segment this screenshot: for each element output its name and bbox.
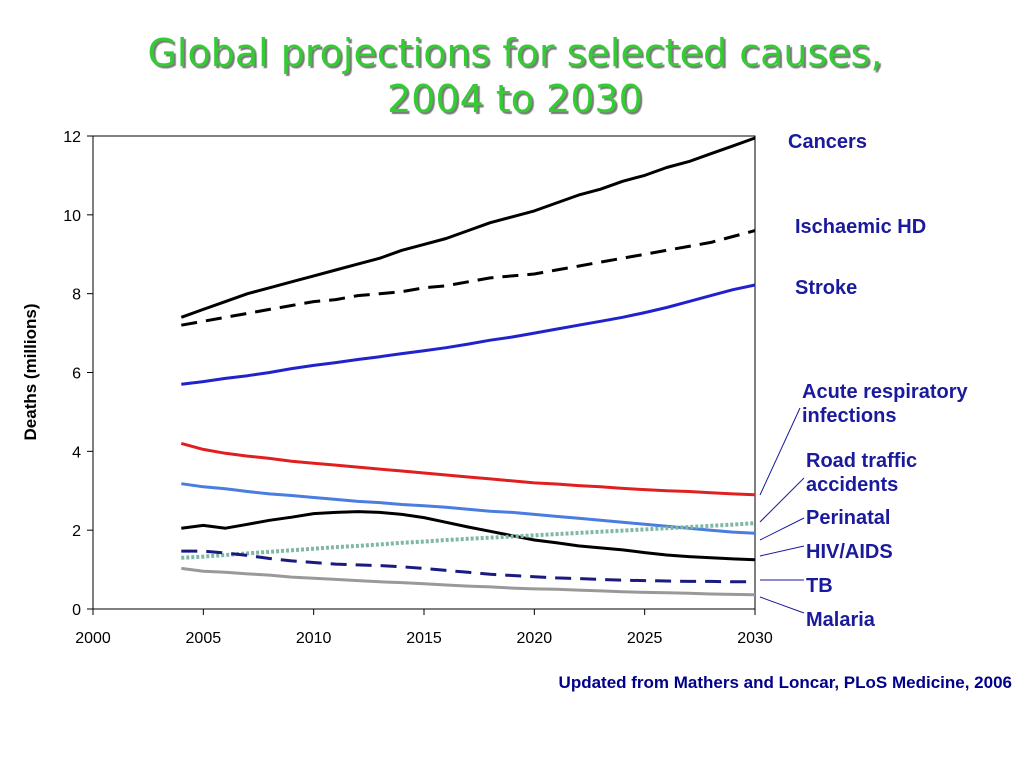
series-line-road-traffic-accidents bbox=[181, 482, 756, 535]
series-label-cancers: Cancers bbox=[788, 131, 867, 153]
series-label-tb: TB bbox=[806, 575, 833, 597]
y-tick-label: 2 bbox=[72, 523, 81, 540]
series-line-stroke bbox=[181, 283, 756, 386]
leader-line-road-traffic-accidents bbox=[759, 477, 805, 523]
series-line-ischaemic-hd bbox=[181, 229, 756, 327]
leader-line-perinatal bbox=[759, 517, 805, 541]
y-tick-label: 6 bbox=[72, 366, 81, 383]
series-line-tb bbox=[181, 549, 755, 584]
series-line-malaria bbox=[181, 566, 756, 597]
series-label-acute-respiratory-infections: infections bbox=[802, 405, 896, 427]
x-tick-label: 2010 bbox=[296, 630, 332, 647]
plot-border bbox=[92, 135, 756, 610]
x-tick-label: 2005 bbox=[186, 630, 222, 647]
y-axis-title: Deaths (millions) bbox=[21, 304, 40, 441]
series-line-perinatal bbox=[181, 510, 756, 562]
x-tick-label: 2020 bbox=[517, 630, 553, 647]
y-tick-label: 0 bbox=[72, 602, 81, 619]
y-tick-label: 4 bbox=[72, 444, 81, 461]
series-line-acute-respiratory-infections bbox=[180, 441, 756, 497]
leader-line-hiv-aids bbox=[759, 545, 805, 557]
series-label-hiv-aids: HIV/AIDS bbox=[806, 541, 893, 563]
plot-frame bbox=[92, 135, 756, 610]
series-label-malaria: Malaria bbox=[806, 609, 876, 631]
y-axis: 0 2 4 6 8 10 12 bbox=[63, 129, 93, 619]
y-tick-label: 10 bbox=[63, 208, 81, 225]
slide-title-line-1: Global projections for selected causes, bbox=[147, 31, 883, 75]
slide-title-line-2: 2004 to 2030 bbox=[387, 77, 643, 121]
source-citation: Updated from Mathers and Loncar, PLoS Me… bbox=[558, 673, 1012, 692]
series-line-hiv-aids bbox=[181, 521, 756, 560]
series-label-road-traffic-accidents: Road traffic bbox=[806, 450, 917, 472]
series-label-stroke: Stroke bbox=[795, 277, 857, 299]
series-label-layer: Cancers Ischaemic HD Stroke Acute respirato… bbox=[759, 131, 968, 631]
x-axis: 2000 2005 2010 2015 2020 2025 2030 bbox=[75, 609, 773, 647]
series-label-acute-respiratory-infections: Acute respiratory bbox=[802, 381, 968, 403]
leader-line-malaria bbox=[759, 596, 805, 614]
series-line-cancers bbox=[180, 136, 756, 319]
y-tick-label: 12 bbox=[63, 129, 81, 146]
x-tick-label: 2025 bbox=[627, 630, 663, 647]
series-label-ischaemic-hd: Ischaemic HD bbox=[795, 216, 926, 238]
series-label-perinatal: Perinatal bbox=[806, 507, 890, 529]
slide-title: Global projections for selected causes, … bbox=[100, 30, 930, 122]
y-tick-label: 8 bbox=[72, 287, 81, 304]
series-layer bbox=[180, 136, 756, 597]
x-tick-label: 2000 bbox=[75, 630, 111, 647]
x-tick-label: 2030 bbox=[737, 630, 773, 647]
series-label-road-traffic-accidents: accidents bbox=[806, 474, 898, 496]
x-tick-label: 2015 bbox=[406, 630, 442, 647]
leader-line-acute-respiratory-infections bbox=[759, 407, 801, 496]
